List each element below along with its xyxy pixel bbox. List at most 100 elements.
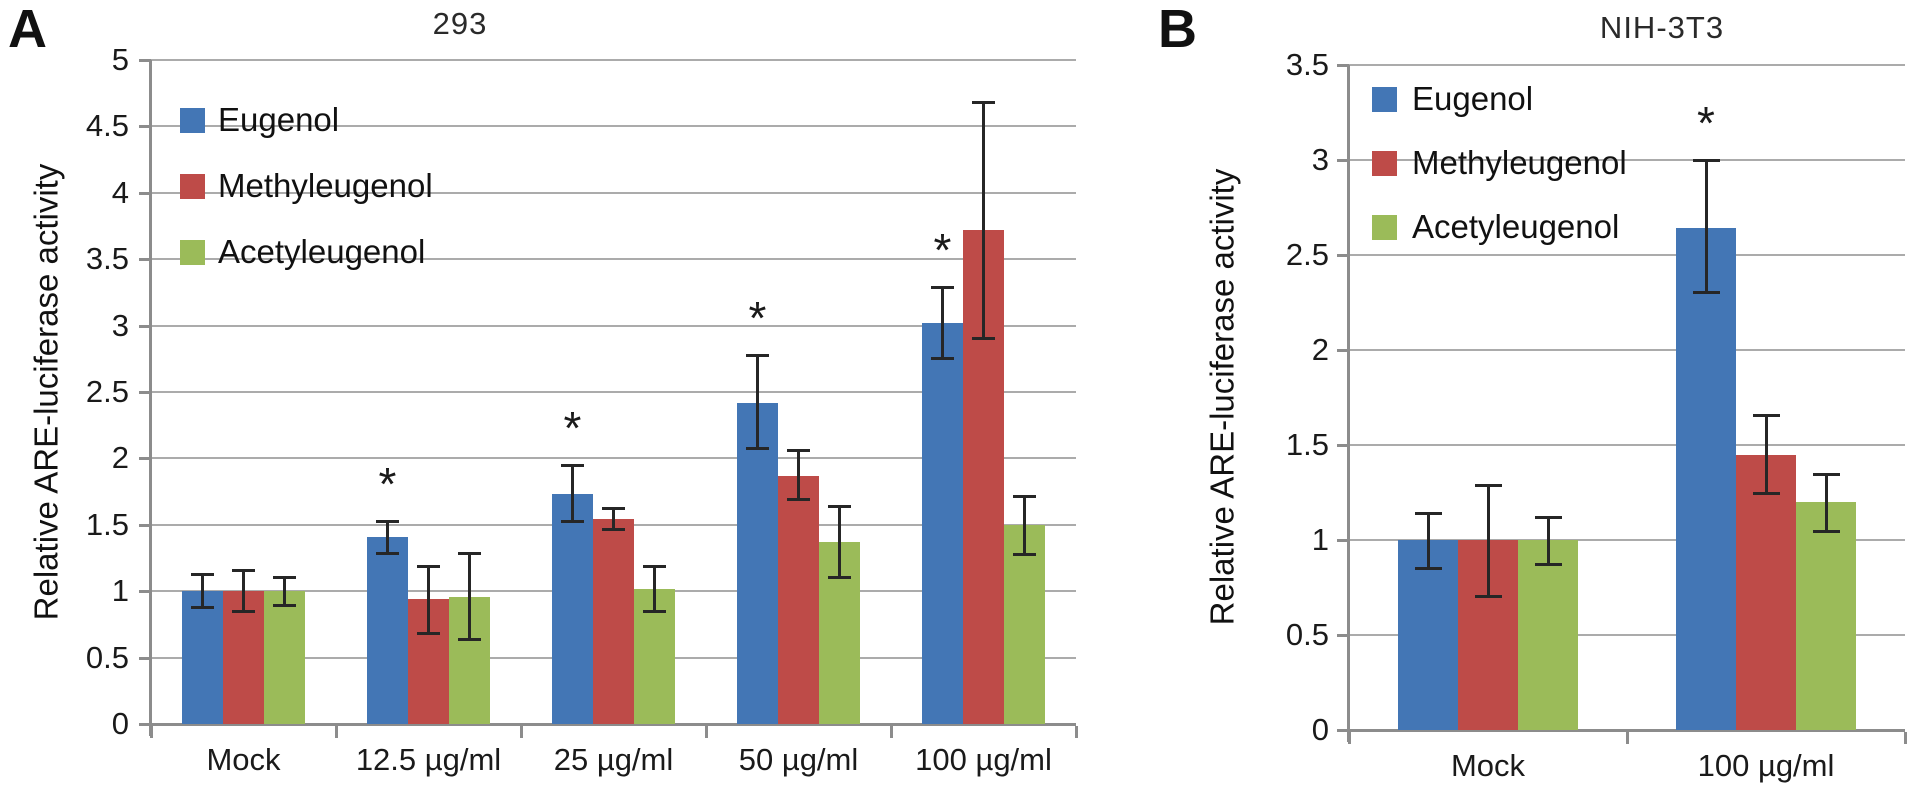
significance-asterisk: *: [1697, 97, 1715, 149]
error-bar-line: [941, 287, 944, 359]
error-bar-cap-bottom: [417, 631, 440, 635]
x-axis-tick: [1904, 732, 1907, 744]
x-axis-tick: [1348, 732, 1351, 744]
y-axis-tick: [139, 324, 151, 328]
bar-eugenol: [1676, 228, 1736, 730]
gridline: [1349, 159, 1905, 161]
gridline: [1349, 64, 1905, 66]
bar-eugenol: [1398, 540, 1458, 730]
error-bar-cap-bottom: [191, 606, 214, 610]
gridline: [1349, 254, 1905, 256]
error-bar-cap-bottom: [746, 447, 769, 451]
category-label: 100 µg/ml: [1697, 748, 1835, 783]
error-bar-cap-top: [972, 101, 995, 105]
legend-label: Methyleugenol: [218, 167, 433, 204]
error-bar-cap-top: [273, 575, 296, 579]
error-bar-cap-top: [191, 572, 214, 576]
error-bar-line: [1426, 513, 1430, 569]
error-bar-line: [427, 565, 430, 634]
error-bar-cap-top: [787, 449, 810, 453]
category-label: Mock: [206, 742, 281, 777]
error-bar-cap-bottom: [972, 336, 995, 340]
y-axis-tick: [1337, 539, 1349, 542]
bar-acetyleugenol: [264, 591, 305, 724]
y-tick-label: 3.5: [1285, 47, 1329, 82]
bar-eugenol: [922, 322, 963, 724]
legend-label: Eugenol: [218, 101, 340, 138]
significance-asterisk: *: [378, 457, 397, 510]
y-tick-label: 3: [111, 307, 129, 343]
error-bar-line: [1704, 160, 1708, 293]
bar-methyleugenol: [1736, 454, 1796, 730]
error-bar-line: [1486, 484, 1490, 597]
y-axis-tick: [1337, 729, 1349, 732]
significance-asterisk: *: [563, 402, 582, 455]
error-bar-cap-bottom: [787, 497, 810, 501]
error-bar-line: [468, 552, 471, 641]
gridline: [1349, 634, 1905, 636]
legend-swatch-methyleugenol: [180, 174, 205, 199]
y-axis-tick: [1337, 634, 1349, 637]
legend-label: Methyleugenol: [1412, 144, 1627, 181]
legend-item: Methyleugenol: [1372, 146, 1702, 180]
legend-item: Acetyleugenol: [180, 235, 510, 269]
error-bar-cap-top: [1474, 483, 1502, 487]
x-axis-tick: [335, 726, 338, 738]
error-bar-cap-bottom: [1013, 553, 1036, 557]
error-bar-cap-bottom: [273, 603, 296, 607]
y-axis-tick: [1337, 64, 1349, 67]
error-bar-line: [1546, 517, 1550, 565]
error-bar-line: [982, 102, 985, 339]
error-bar-cap-bottom: [376, 552, 399, 556]
y-tick-label: 0.5: [85, 639, 129, 675]
error-bar-cap-top: [561, 464, 584, 468]
gridline: [151, 324, 1076, 327]
y-axis-tick: [139, 590, 151, 594]
bar-eugenol: [367, 536, 408, 724]
gridline: [151, 457, 1076, 460]
y-axis: [149, 60, 152, 736]
significance-asterisk: *: [933, 224, 952, 277]
error-bar-cap-top: [232, 568, 255, 572]
error-bar-cap-bottom: [1534, 562, 1562, 566]
y-axis-tick: [139, 457, 151, 461]
error-bar-cap-top: [417, 564, 440, 568]
legend-swatch-acetyleugenol: [1372, 215, 1397, 240]
bar-eugenol: [737, 402, 778, 724]
category-label: 12.5 µg/ml: [355, 742, 502, 777]
error-bar-line: [242, 569, 245, 613]
error-bar-cap-top: [643, 564, 666, 568]
legend-item: Eugenol: [180, 103, 510, 137]
error-bar-cap-bottom: [643, 610, 666, 614]
error-bar-cap-top: [602, 506, 625, 510]
y-tick-label: 2.5: [1285, 237, 1329, 272]
x-axis-tick: [890, 726, 893, 738]
panel-letter-b: B: [1158, 0, 1197, 59]
error-bar-cap-top: [931, 286, 954, 290]
bar-eugenol: [182, 591, 223, 724]
y-tick-label: 1.5: [85, 506, 129, 542]
x-axis-tick: [705, 726, 708, 738]
x-axis-tick: [1075, 726, 1078, 738]
y-axis-tick: [139, 125, 151, 129]
error-bar-line: [612, 507, 615, 531]
legend-swatch-acetyleugenol: [180, 240, 205, 265]
legend-label: Acetyleugenol: [218, 233, 426, 270]
y-axis-tick: [1337, 254, 1349, 257]
y-axis-tick: [139, 191, 151, 195]
category-label: 25 µg/ml: [553, 742, 674, 777]
error-bar-line: [201, 573, 204, 609]
bar-acetyleugenol: [1004, 524, 1045, 724]
y-tick-label: 2: [1311, 332, 1329, 367]
y-tick-label: 0: [1311, 712, 1329, 747]
error-bar-line: [838, 506, 841, 578]
error-bar-line: [653, 565, 656, 613]
y-axis-tick: [139, 723, 151, 726]
error-bar-cap-top: [828, 505, 851, 509]
x-axis: [1347, 729, 1905, 732]
error-bar-cap-bottom: [931, 356, 954, 360]
legend-label: Acetyleugenol: [1412, 208, 1620, 245]
error-bar-cap-bottom: [458, 638, 481, 642]
error-bar-cap-top: [1414, 512, 1442, 516]
error-bar-line: [283, 576, 286, 606]
